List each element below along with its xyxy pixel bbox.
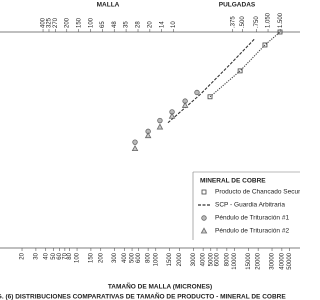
x2-tick-label: 1.500 bbox=[278, 12, 284, 28]
point bbox=[262, 42, 268, 48]
x-axis-label: TAMAÑO DE MALLA (MICRONES) bbox=[108, 282, 212, 291]
x2-tick-label: 65 bbox=[100, 21, 106, 28]
x-tick-label: 8000 bbox=[224, 252, 230, 266]
legend-label: Producto de Chancado Secundario bbox=[215, 189, 300, 196]
x-tick-label: 100 bbox=[75, 252, 81, 263]
x-tick-label: 200 bbox=[98, 252, 104, 263]
x2-tick-label: .500 bbox=[240, 16, 246, 28]
x-tick-label: 3000 bbox=[191, 252, 197, 266]
legend: MINERAL DE COBRE Producto de Chancado Se… bbox=[192, 171, 300, 240]
point bbox=[181, 101, 189, 108]
x-tick-label: 50 bbox=[51, 252, 57, 259]
x2-tick-label: 10 bbox=[171, 21, 177, 28]
legend-label: Péndulo de Trituración #1 bbox=[215, 215, 289, 222]
x2-tick-label: .375 bbox=[230, 16, 236, 28]
point bbox=[194, 89, 200, 96]
x-tick-label: 40000 bbox=[279, 252, 285, 269]
legend-title: MINERAL DE COBRE bbox=[200, 178, 266, 185]
point bbox=[237, 68, 243, 74]
x-tick-label: 40 bbox=[43, 252, 49, 259]
legend-symbol bbox=[200, 227, 208, 234]
x-tick-label: 5000 bbox=[208, 252, 214, 266]
x-tick-label: 1500 bbox=[167, 252, 173, 266]
x-tick-label: 150 bbox=[88, 252, 94, 263]
x-tick-label: 300 bbox=[112, 252, 118, 263]
x-tick-label: 70 bbox=[62, 252, 68, 259]
x2-tick-label: 200 bbox=[64, 17, 70, 28]
x-tick-label: 600 bbox=[136, 252, 142, 263]
legend-label: Péndulo de Trituración #2 bbox=[215, 228, 289, 235]
point bbox=[156, 123, 164, 130]
x-tick-label: 400 bbox=[122, 252, 128, 263]
x2-tick-label: 400 bbox=[41, 17, 47, 28]
x-tick-label: 20000 bbox=[256, 252, 262, 269]
x-tick-label: 800 bbox=[146, 252, 152, 263]
x-tick-label: 20 bbox=[20, 252, 26, 259]
x2-tick-label: 325 bbox=[47, 17, 53, 28]
legend-symbol bbox=[201, 189, 207, 195]
x-tick-label: 1000 bbox=[153, 252, 159, 266]
x-tick-label: 6000 bbox=[215, 252, 221, 266]
x-tick-label: 500 bbox=[130, 252, 136, 263]
inch-axis-label: PULGADAS bbox=[219, 2, 256, 9]
legend-symbol bbox=[201, 215, 207, 221]
x-tick-label: 15000 bbox=[246, 252, 252, 269]
x-tick-label: 4000 bbox=[201, 252, 207, 266]
x-tick-label: 50000 bbox=[287, 252, 293, 269]
point bbox=[144, 132, 152, 139]
x2-tick-label: 35 bbox=[124, 21, 130, 28]
point bbox=[277, 29, 283, 35]
series-line bbox=[209, 31, 281, 98]
point bbox=[168, 112, 176, 119]
x-tick-label: 60 bbox=[57, 252, 63, 259]
x-tick-label: 10000 bbox=[232, 252, 238, 269]
point bbox=[207, 94, 213, 100]
x2-tick-label: 1.050 bbox=[266, 12, 272, 28]
point bbox=[131, 145, 139, 152]
x-tick-label: 80 bbox=[67, 252, 73, 259]
point bbox=[157, 117, 163, 124]
x2-tick-label: 20 bbox=[147, 21, 153, 28]
x2-tick-label: 270 bbox=[53, 17, 59, 28]
x2-tick-label: 28 bbox=[136, 21, 142, 28]
point bbox=[132, 139, 138, 145]
legend-label: SCP - Guardia Arbitraria bbox=[215, 202, 285, 209]
x2-tick-label: .750 bbox=[254, 16, 260, 28]
x2-tick-label: 100 bbox=[88, 17, 94, 28]
x2-tick-label: 48 bbox=[112, 21, 118, 28]
x2-tick-label: 14 bbox=[159, 21, 165, 28]
x-tick-label: 2000 bbox=[177, 252, 183, 266]
x-tick-label: 30000 bbox=[270, 252, 276, 269]
figure-caption: FIG. (6) DISTRIBUCIONES COMPARATIVAS DE … bbox=[0, 292, 286, 300]
mesh-axis-label: MALLA bbox=[97, 2, 120, 9]
x-tick-label: 30 bbox=[33, 252, 39, 259]
x2-tick-label: 150 bbox=[76, 17, 82, 28]
chart: MALLA PULGADAS TAMAÑO DE MALLA (MICRONES… bbox=[0, 2, 300, 300]
series-line bbox=[167, 38, 256, 124]
